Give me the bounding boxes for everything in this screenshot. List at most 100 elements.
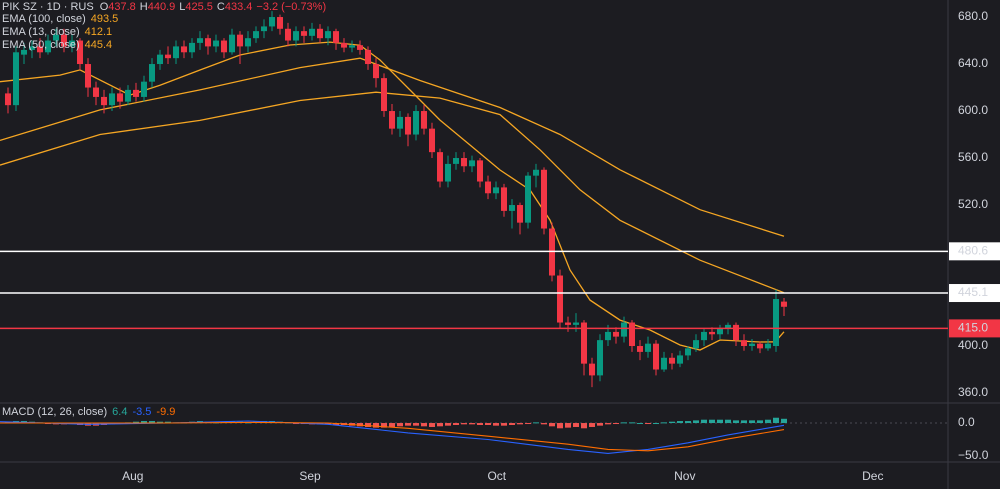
histogram-bar	[493, 423, 499, 426]
candle-body	[213, 40, 219, 47]
histogram-bar	[397, 423, 403, 427]
histogram-bar	[509, 423, 515, 426]
candle-body	[133, 89, 139, 97]
legend-name: MACD (12, 26, close)	[2, 406, 107, 418]
candle-body	[749, 343, 755, 347]
histogram-bar	[749, 420, 755, 424]
histogram-bar	[661, 422, 667, 424]
candle-body	[293, 31, 299, 41]
histogram-bar	[437, 423, 443, 427]
histogram-bar	[461, 423, 467, 425]
candle-body	[341, 42, 347, 48]
candle-body	[125, 89, 131, 102]
histogram-bar	[517, 423, 523, 425]
histogram-bar	[765, 419, 771, 424]
histogram-bar	[381, 423, 387, 428]
histogram-bar	[757, 420, 763, 424]
candle-body	[29, 46, 35, 50]
histogram-bar	[445, 423, 451, 426]
y-tick-label: 640.0	[958, 56, 988, 70]
candle-body	[13, 52, 19, 106]
candle-body	[509, 205, 515, 211]
candle-body	[605, 331, 611, 341]
candle-body	[77, 40, 83, 65]
candle-body	[445, 163, 451, 182]
ema-line	[0, 57, 785, 237]
y-tick-label: 680.0	[958, 9, 988, 23]
histogram-bar	[157, 421, 163, 424]
candle-body	[333, 31, 339, 43]
price-level-tag	[949, 319, 1000, 338]
histogram-bar	[629, 422, 635, 424]
histogram-bar	[693, 420, 699, 424]
histogram-bar	[701, 419, 707, 424]
candle-body	[525, 175, 531, 223]
candle-body	[261, 26, 267, 32]
candle-body	[573, 322, 579, 325]
legend-value: -3.5	[132, 406, 151, 418]
candle-body	[677, 355, 683, 364]
y-tick-label: 520.0	[958, 197, 988, 211]
price-level-label: 445.1	[958, 285, 988, 299]
histogram-bar	[725, 419, 731, 424]
histogram-bar	[149, 421, 155, 424]
histogram-bar	[637, 423, 643, 425]
histogram-bar	[669, 421, 675, 424]
histogram-bar	[733, 420, 739, 424]
candle-body	[229, 34, 235, 53]
candle-body	[221, 40, 227, 53]
candle-body	[165, 54, 171, 59]
y-tick-label: −50.0	[958, 448, 989, 462]
candle-body	[557, 275, 563, 323]
legend-name: EMA (50, close)	[2, 39, 80, 51]
histogram-bar	[373, 423, 379, 428]
histogram-bar	[525, 423, 531, 425]
histogram-bar	[565, 423, 571, 428]
candle-body	[181, 46, 187, 53]
histogram-bar	[605, 423, 611, 425]
y-tick-label: 360.0	[958, 385, 988, 399]
candle-body	[397, 116, 403, 129]
histogram-bar	[541, 423, 547, 425]
histogram-bar	[413, 423, 419, 426]
candle-body	[413, 111, 419, 135]
candle-body	[653, 343, 659, 370]
candle-body	[269, 17, 275, 27]
candle-body	[541, 169, 547, 229]
candle-body	[485, 181, 491, 194]
candle-body	[365, 49, 371, 65]
candle-body	[37, 46, 43, 53]
candle-body	[189, 42, 195, 53]
candle-body	[693, 340, 699, 349]
candle-body	[477, 160, 483, 182]
candle-body	[93, 87, 99, 97]
candle-body	[701, 331, 707, 341]
candle-body	[453, 158, 459, 164]
histogram-bar	[165, 421, 171, 424]
candle-body	[173, 46, 179, 59]
legend-value: 6.4	[112, 406, 127, 418]
candle-body	[317, 28, 323, 39]
histogram-bar	[573, 423, 579, 427]
histogram-bar	[621, 422, 627, 424]
candle-body	[725, 324, 731, 329]
candle-body	[237, 34, 243, 47]
x-tick-label: Aug	[122, 469, 143, 483]
candle-body	[117, 93, 123, 102]
ohlc-key: C	[217, 1, 225, 13]
histogram-bar	[429, 423, 435, 427]
y-tick-label: 0.0	[958, 415, 975, 429]
candle-body	[629, 322, 635, 347]
candle-body	[301, 31, 307, 36]
candle-body	[21, 49, 27, 55]
histogram-bar	[141, 421, 147, 424]
candle-body	[141, 81, 147, 97]
symbol: PIK SZ · 1D · RUS	[2, 1, 94, 13]
histogram-bar	[549, 423, 555, 427]
histogram-bar	[589, 423, 595, 427]
candle-body	[277, 17, 283, 29]
histogram-bar	[581, 423, 587, 429]
histogram-bar	[741, 420, 747, 424]
